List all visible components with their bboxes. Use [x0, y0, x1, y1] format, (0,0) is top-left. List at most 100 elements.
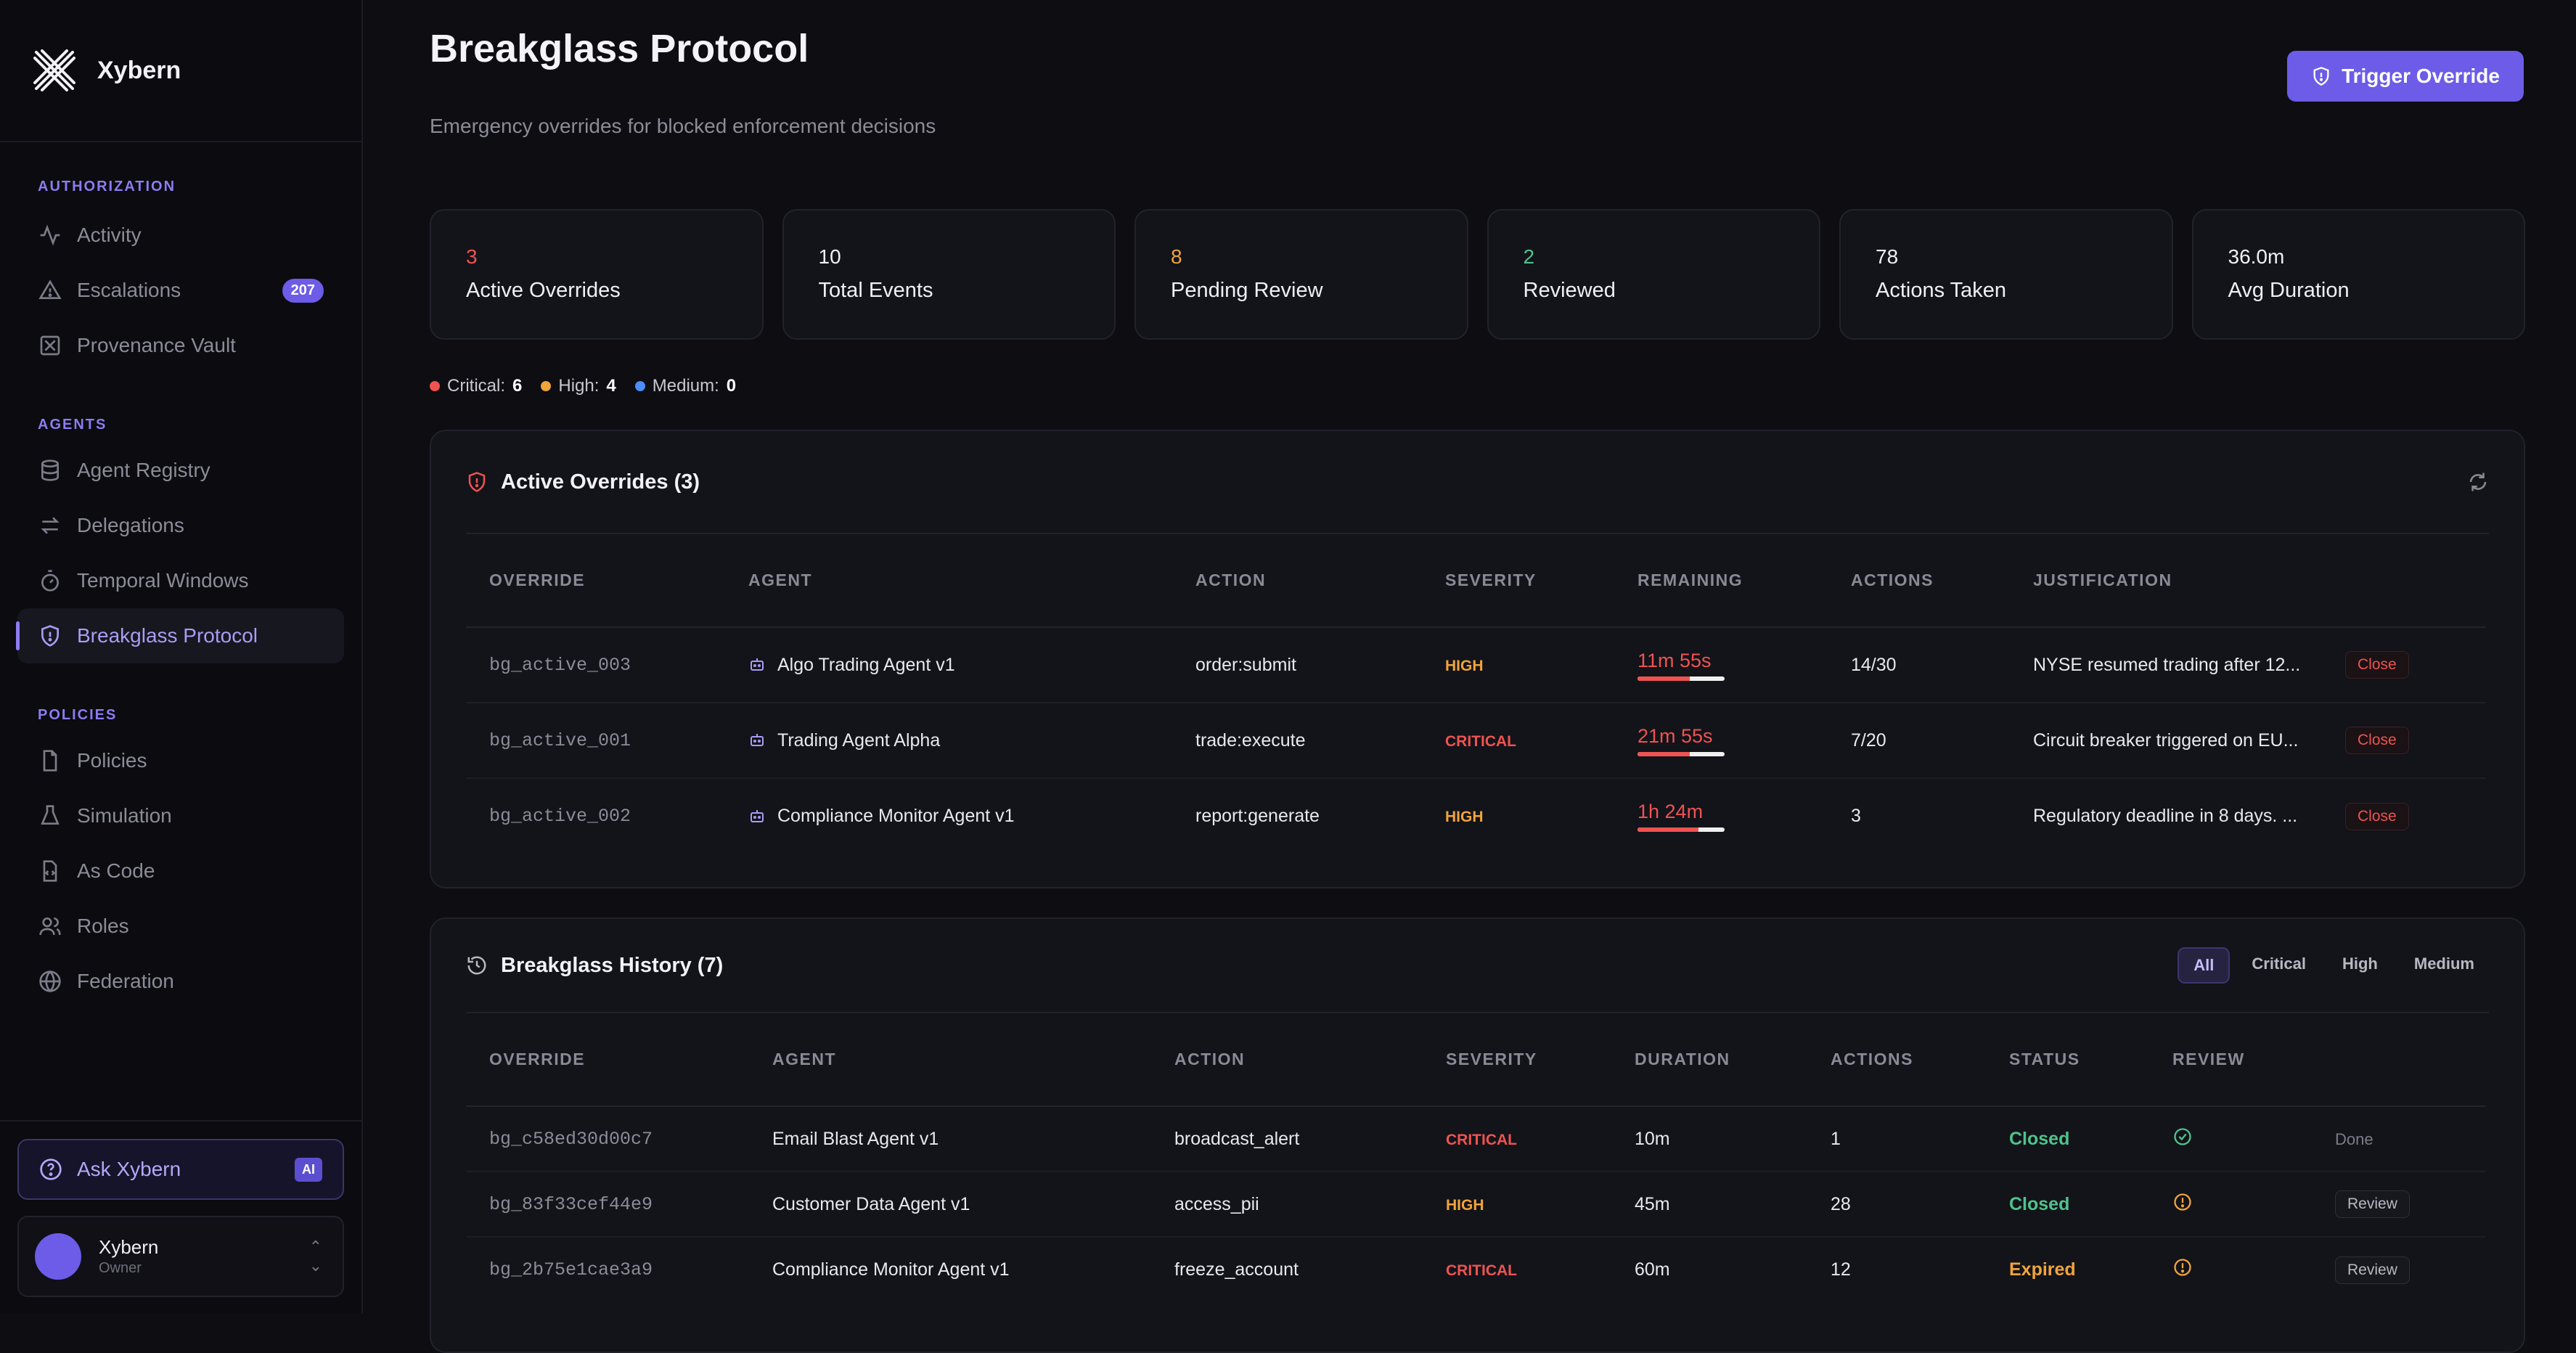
- sidebar-item-label: Policies: [77, 749, 147, 772]
- sidebar-item-temporal-windows[interactable]: Temporal Windows: [17, 553, 344, 608]
- sidebar-item-label: Temporal Windows: [77, 569, 249, 592]
- review-button[interactable]: Review: [2335, 1256, 2410, 1284]
- remaining-cell: 11m 55s: [1614, 627, 1828, 703]
- override-id: bg_c58ed30d00c7: [466, 1106, 749, 1172]
- sidebar-item-label: Federation: [77, 970, 174, 992]
- sidebar-item-roles[interactable]: Roles: [17, 899, 344, 954]
- critical-dot-icon: [430, 381, 440, 391]
- sidebar-item-delegations[interactable]: Delegations: [17, 498, 344, 553]
- warning-circle-icon: [2174, 1259, 2191, 1276]
- severity-badge: HIGH: [1446, 1196, 1484, 1214]
- sidebar-item-provenance-vault[interactable]: Provenance Vault: [17, 318, 344, 373]
- breakglass-history-panel: Breakglass History (7) All Critical High…: [430, 917, 2525, 1353]
- agent-name: Customer Data Agent v1: [749, 1172, 1151, 1238]
- column-header: ACTION: [1172, 534, 1422, 628]
- column-header: SEVERITY: [1422, 534, 1614, 628]
- sidebar-item-breakglass-protocol[interactable]: Breakglass Protocol: [16, 608, 344, 663]
- users-icon: [38, 914, 62, 939]
- sidebar-item-agent-registry[interactable]: Agent Registry: [17, 443, 344, 498]
- action: trade:execute: [1172, 703, 1422, 779]
- ask-xybern-button[interactable]: Ask Xybern AI: [17, 1139, 344, 1200]
- timer-icon: [38, 568, 62, 593]
- stat-label: Avg Duration: [2228, 279, 2350, 302]
- legend-count: 4: [606, 376, 616, 396]
- close-override-button[interactable]: Close: [2345, 802, 2409, 830]
- column-header: [2312, 1013, 2486, 1107]
- column-header: OVERRIDE: [466, 1013, 749, 1107]
- user-menu[interactable]: Xybern Owner ⌃ ⌄: [17, 1216, 344, 1297]
- table-row[interactable]: bg_83f33cef44e9 Customer Data Agent v1 a…: [466, 1172, 2486, 1238]
- sidebar-item-federation[interactable]: Federation: [17, 954, 344, 1009]
- severity-legend: Critical: 6 High: 4 Medium: 0: [430, 376, 755, 396]
- override-id: bg_2b75e1cae3a9: [489, 1259, 653, 1280]
- table-header-row: OVERRIDE AGENT ACTION SEVERITY REMAINING…: [466, 534, 2486, 628]
- active-overrides-panel: Active Overrides (3) OVERRIDE AGENT ACTI…: [430, 430, 2525, 888]
- agent-cell: Trading Agent Alpha: [725, 703, 1172, 779]
- active-overrides-table: OVERRIDE AGENT ACTION SEVERITY REMAINING…: [466, 534, 2486, 854]
- actions-count: 14/30: [1828, 627, 2010, 703]
- legend-label: Medium:: [652, 376, 719, 396]
- shield-alert-icon: [468, 472, 486, 492]
- stat-label: Active Overrides: [466, 279, 621, 302]
- brand-name: Xybern: [97, 56, 181, 84]
- page-subtitle: Emergency overrides for blocked enforcem…: [430, 115, 936, 137]
- sidebar-footer: Ask Xybern AI Xybern Owner ⌃ ⌄: [0, 1120, 361, 1313]
- remaining-time: 11m 55s: [1637, 649, 1712, 671]
- panel-header: Breakglass History (7) All Critical High…: [466, 919, 2489, 1013]
- justification: Regulatory deadline in 8 days. ...: [2033, 806, 2298, 826]
- robot-icon: [751, 809, 764, 822]
- table-row[interactable]: bg_2b75e1cae3a9 Compliance Monitor Agent…: [466, 1237, 2486, 1302]
- panel-title: Active Overrides (3): [501, 470, 700, 494]
- sidebar-item-simulation[interactable]: Simulation: [17, 788, 344, 843]
- filter-all[interactable]: All: [2178, 947, 2231, 984]
- table-row[interactable]: bg_active_001 Trading Agent Alpha trade:…: [466, 703, 2486, 779]
- remaining-cell: 1h 24m: [1614, 778, 1828, 854]
- sidebar-item-as-code[interactable]: As Code: [17, 843, 344, 899]
- stat-label: Total Events: [818, 279, 933, 302]
- severity-badge: HIGH: [1445, 657, 1484, 674]
- legend-count: 6: [512, 376, 523, 396]
- stat-value: 10: [818, 245, 841, 268]
- panel-title: Breakglass History (7): [501, 953, 724, 977]
- refresh-icon[interactable]: [2467, 471, 2489, 493]
- actions-count: 1: [1807, 1106, 1986, 1172]
- sidebar-item-policies[interactable]: Policies: [17, 733, 344, 788]
- sidebar-item-label: Simulation: [77, 804, 172, 827]
- filter-high[interactable]: High: [2342, 955, 2378, 973]
- filter-medium[interactable]: Medium: [2413, 955, 2474, 973]
- sidebar: Xybern AUTHORIZATION Activity Escalation…: [0, 0, 363, 1313]
- filter-critical[interactable]: Critical: [2252, 955, 2306, 973]
- column-header: ACTIONS: [1828, 534, 2010, 628]
- trigger-override-label: Trigger Override: [2342, 65, 2500, 87]
- remaining-progress-fill: [1637, 827, 1698, 832]
- table-row[interactable]: bg_active_002 Compliance Monitor Agent v…: [466, 778, 2486, 854]
- sidebar-item-label: Delegations: [77, 514, 184, 536]
- brand[interactable]: Xybern: [0, 0, 361, 142]
- section-label: POLICIES: [38, 707, 118, 723]
- sidebar-item-label: Breakglass Protocol: [77, 624, 258, 647]
- stat-value: 2: [1523, 245, 1535, 268]
- table-row[interactable]: bg_c58ed30d00c7 Email Blast Agent v1 bro…: [466, 1106, 2486, 1172]
- nav-section-authorization: AUTHORIZATION Activity Escalations 207 P…: [0, 179, 361, 373]
- duration: 60m: [1635, 1259, 1670, 1280]
- column-header: AGENT: [725, 534, 1172, 628]
- review-button[interactable]: Review: [2335, 1190, 2410, 1218]
- close-override-button[interactable]: Close: [2345, 727, 2409, 754]
- duration: 10m: [1611, 1106, 1807, 1172]
- stat-value: 36.0m: [2228, 245, 2285, 268]
- stat-card-reviewed: 2 Reviewed: [1487, 209, 1820, 340]
- actions-count: 28: [1807, 1172, 1986, 1238]
- robot-icon: [751, 734, 764, 746]
- action: order:submit: [1172, 627, 1422, 703]
- trigger-override-button[interactable]: Trigger Override: [2287, 51, 2524, 102]
- close-override-button[interactable]: Close: [2345, 651, 2409, 679]
- swap-icon: [38, 513, 62, 538]
- legend-label: Critical:: [447, 376, 506, 396]
- stats-row: 3 Active Overrides 10 Total Events 8 Pen…: [430, 209, 2525, 340]
- alert-triangle-icon: [38, 278, 62, 303]
- status-badge: Expired: [2009, 1259, 2076, 1280]
- sidebar-item-activity[interactable]: Activity: [17, 208, 344, 263]
- table-row[interactable]: bg_active_003 Algo Trading Agent v1 orde…: [466, 627, 2486, 703]
- override-id: bg_active_003: [466, 627, 725, 703]
- sidebar-item-escalations[interactable]: Escalations 207: [17, 263, 344, 318]
